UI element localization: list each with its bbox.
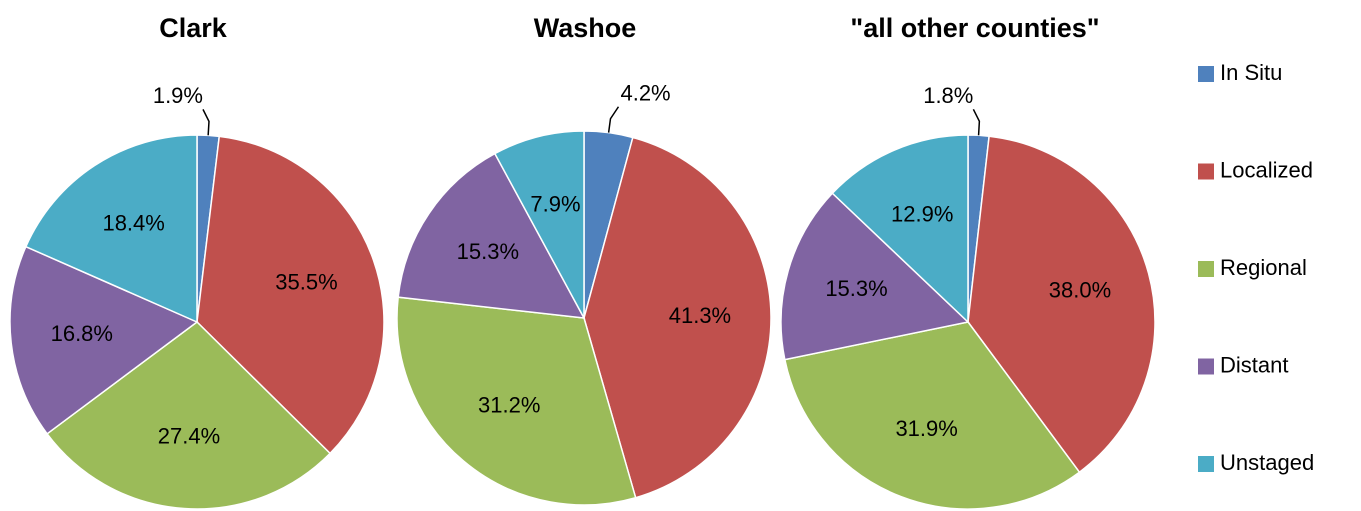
- data-label: 7.9%: [530, 191, 580, 216]
- chart-title: Washoe: [534, 13, 637, 43]
- legend-swatch: [1198, 261, 1214, 277]
- pie-slice: [24, 134, 198, 324]
- pie-slice: [783, 321, 1081, 510]
- pie-slice: [967, 135, 1156, 474]
- data-label: 1.9%: [153, 83, 203, 108]
- pie-slice: [831, 134, 969, 324]
- data-label: 35.5%: [275, 270, 337, 295]
- leader-line: [972, 108, 981, 136]
- data-label: 15.3%: [457, 239, 519, 264]
- data-label: 38.0%: [1049, 278, 1111, 303]
- data-label: 1.8%: [923, 83, 973, 108]
- pie-slice: [493, 130, 585, 319]
- data-label: 15.3%: [825, 276, 887, 301]
- data-label: 18.4%: [102, 211, 164, 236]
- legend-label: In Situ: [1220, 60, 1282, 85]
- pie-slice: [583, 136, 772, 499]
- pie-slice: [9, 245, 199, 435]
- data-label: 16.8%: [51, 321, 113, 346]
- legend-swatch: [1198, 358, 1214, 375]
- leader-line: [607, 106, 620, 133]
- chart-title: Clark: [159, 13, 228, 43]
- data-label: 4.2%: [620, 81, 670, 106]
- pie-slice: [780, 192, 970, 361]
- data-label: 31.2%: [478, 392, 540, 417]
- pie-slice: [196, 135, 385, 455]
- data-label: 31.9%: [895, 416, 957, 441]
- data-label: 27.4%: [158, 423, 220, 448]
- legend-label: Localized: [1220, 157, 1313, 182]
- legend-label: Unstaged: [1220, 450, 1314, 475]
- leader-line: [202, 109, 210, 136]
- legend-label: Regional: [1220, 255, 1307, 280]
- chart-title: "all other counties": [850, 13, 1099, 43]
- data-label: 12.9%: [891, 201, 953, 226]
- pie-slice: [397, 152, 586, 319]
- pie-slice: [396, 296, 637, 506]
- legend-label: Distant: [1220, 352, 1288, 377]
- pie-slice: [46, 321, 332, 510]
- legend-swatch: [1198, 456, 1214, 472]
- data-label: 41.3%: [669, 303, 731, 328]
- legend-swatch: [1198, 163, 1214, 180]
- legend-swatch: [1198, 66, 1214, 82]
